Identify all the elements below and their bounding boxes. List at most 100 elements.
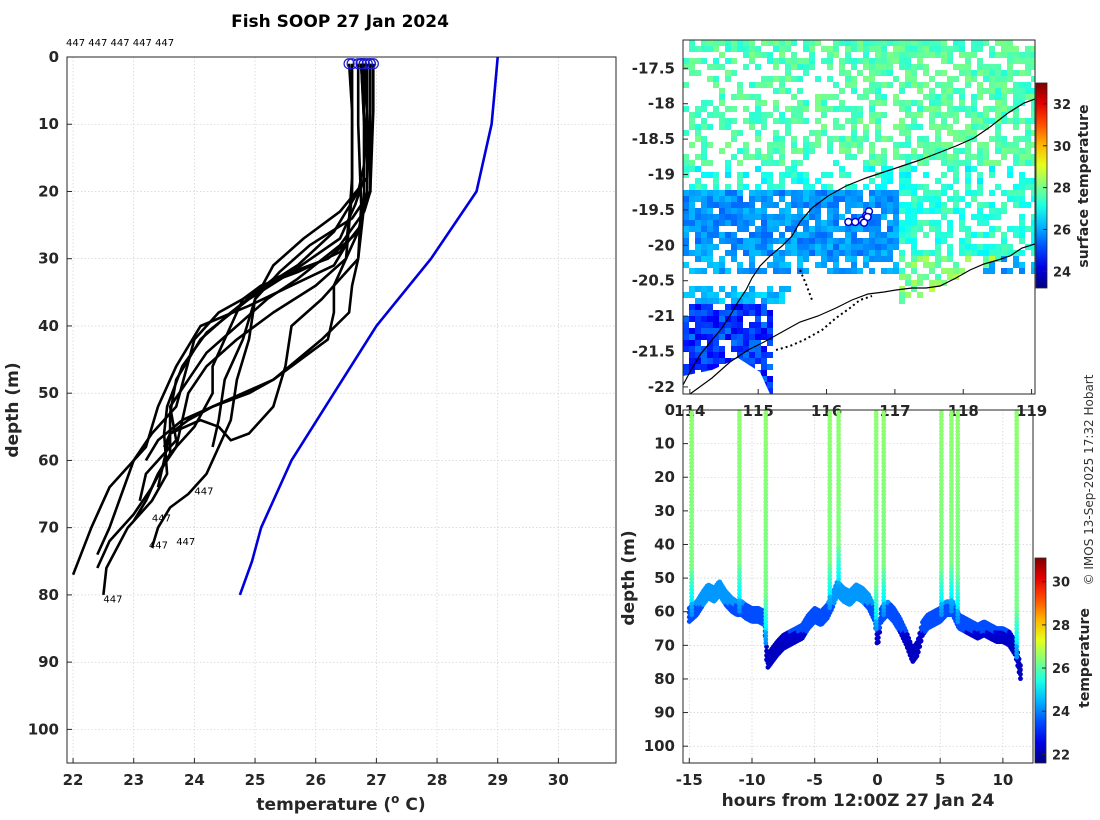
colorbar-tick-label: 24	[1052, 705, 1070, 720]
sst-cell	[1007, 244, 1013, 250]
sst-cell	[941, 232, 947, 238]
section-cast-point	[1014, 545, 1020, 551]
section-cast-point	[827, 414, 833, 420]
sst-cell	[731, 136, 737, 142]
section-cast-point	[873, 460, 879, 466]
sst-cell	[695, 58, 701, 64]
section-cast-point	[939, 425, 944, 431]
sst-cell	[701, 244, 707, 250]
sst-cell	[851, 232, 857, 238]
sst-cell	[779, 136, 785, 142]
sst-cell	[1001, 208, 1007, 214]
sst-cell	[689, 286, 695, 292]
sst-cell	[851, 268, 857, 274]
sst-cell	[935, 52, 941, 58]
sst-cell	[713, 172, 719, 178]
sst-cell	[761, 178, 767, 184]
sst-cell	[713, 64, 719, 70]
section-cast-point	[689, 428, 695, 434]
section-cast-point	[939, 538, 944, 544]
sst-cell	[695, 220, 701, 226]
sst-cell	[815, 136, 821, 142]
sst-cell	[983, 154, 989, 160]
section-cast-point	[689, 506, 695, 512]
section-cast-point	[881, 446, 887, 452]
sst-cell	[977, 160, 983, 166]
sst-cell	[689, 190, 695, 196]
section-cast-point	[873, 545, 879, 551]
section-cast-point	[689, 446, 695, 452]
sst-cell	[989, 118, 995, 124]
section-cast-point	[939, 580, 944, 586]
sst-cell	[743, 340, 749, 346]
sst-cell	[755, 196, 761, 202]
sst-cell	[791, 172, 797, 178]
section-cast-point	[827, 435, 833, 441]
sst-cell	[761, 244, 767, 250]
sst-cell	[929, 262, 935, 268]
section-cast-point	[689, 411, 695, 416]
sst-cell	[815, 214, 821, 220]
section-cast-point	[873, 594, 879, 600]
sst-cell	[911, 154, 917, 160]
sst-cell	[863, 58, 869, 64]
sst-cell	[917, 58, 923, 64]
sst-cell	[743, 238, 749, 244]
sst-cell	[959, 208, 965, 214]
sst-cell	[731, 322, 737, 328]
sst-cell	[713, 292, 719, 298]
sst-cell	[869, 196, 875, 202]
sst-cell	[941, 70, 947, 76]
sst-cell	[977, 250, 983, 256]
sst-cell	[1031, 106, 1035, 112]
sst-cell	[887, 190, 893, 196]
sst-cell	[905, 232, 911, 238]
climatology-line	[238, 57, 499, 596]
sst-cell	[695, 322, 701, 328]
section-cast-point	[689, 591, 695, 596]
sst-cell	[737, 262, 743, 268]
sst-cell	[803, 100, 809, 106]
section-cast-point	[763, 492, 769, 498]
sst-cell	[917, 256, 923, 262]
section-cast-point	[737, 425, 742, 431]
sst-cell	[995, 184, 1001, 190]
sst-cell	[965, 136, 971, 142]
sst-cell	[971, 112, 977, 118]
sst-cell	[941, 40, 947, 46]
sst-cell	[731, 40, 737, 46]
sst-cell	[773, 46, 779, 52]
sst-cell	[1007, 40, 1013, 46]
sst-cell	[1031, 130, 1035, 136]
section-cast-point	[949, 439, 954, 445]
sst-cell	[971, 76, 977, 82]
sst-field	[683, 40, 1035, 394]
section-cast-point	[949, 411, 954, 416]
sst-cell	[839, 106, 845, 112]
section-cast-point	[836, 485, 841, 491]
profile-x-label: temperature (o C)	[256, 792, 425, 815]
sst-cell	[977, 40, 983, 46]
section-cast-point	[873, 506, 879, 512]
section-cast-point	[737, 471, 742, 476]
sst-cell	[779, 214, 785, 220]
sst-cell	[809, 130, 815, 136]
sst-cell	[923, 184, 929, 190]
sst-cell	[683, 82, 689, 88]
sst-cell	[737, 160, 743, 166]
sst-cell	[689, 58, 695, 64]
sst-cell	[953, 172, 959, 178]
sst-cell	[785, 46, 791, 52]
sst-cell	[827, 196, 833, 202]
sst-cell	[755, 82, 761, 88]
sst-cell	[875, 250, 881, 256]
sst-cell	[815, 142, 821, 148]
section-cast-point	[689, 584, 695, 589]
section-cast-point	[836, 534, 841, 540]
sst-cell	[755, 46, 761, 52]
sst-cell	[893, 76, 899, 82]
section-cast-point	[737, 439, 742, 445]
sst-cell	[785, 118, 791, 124]
section-cast-point	[873, 584, 879, 589]
sst-cell	[845, 58, 851, 64]
